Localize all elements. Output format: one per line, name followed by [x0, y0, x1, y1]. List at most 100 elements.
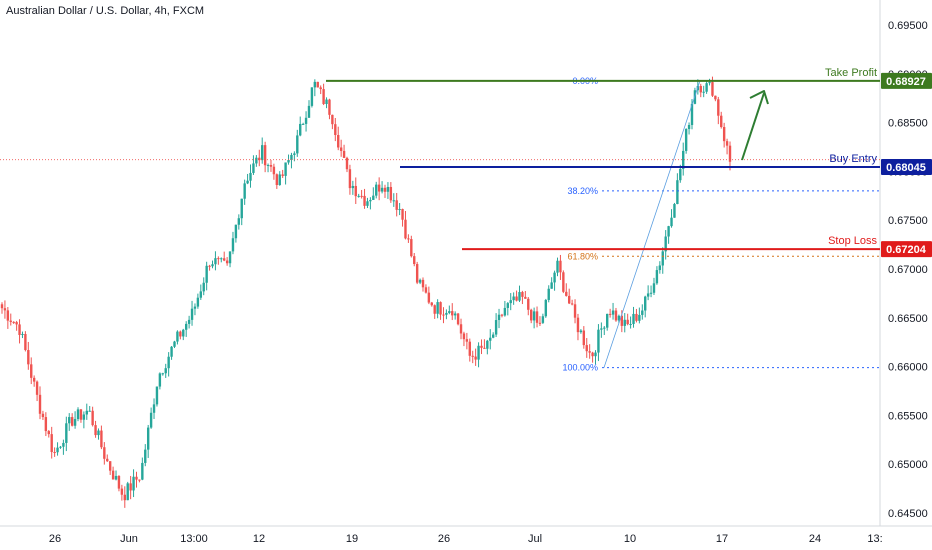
candle-body [489, 337, 492, 341]
y-tick-label: 0.67500 [888, 215, 928, 227]
candle-body [65, 423, 68, 443]
price-axis[interactable]: 0.695000.690000.685000.680000.675000.670… [888, 20, 928, 520]
candle-body [348, 169, 352, 189]
candle-body [392, 200, 395, 202]
y-tick-label: 0.66500 [888, 313, 928, 325]
candle-body [18, 324, 21, 335]
candle-body [401, 209, 404, 220]
candle-body [582, 330, 586, 346]
candle-body [594, 352, 597, 357]
candle-body [670, 217, 673, 227]
candle-body [690, 103, 694, 126]
candle-body [21, 333, 24, 335]
candle-body [529, 309, 533, 321]
x-tick-label: 19 [346, 533, 358, 545]
candle-body [9, 320, 12, 322]
chart-title: Australian Dollar / U.S. Dollar, 4h, FXC… [6, 5, 204, 17]
candle-body [146, 427, 150, 450]
candle-body [509, 300, 512, 304]
candle-body [407, 238, 410, 240]
candle-body [161, 373, 165, 375]
candle-body [380, 187, 384, 192]
candle-body [266, 164, 270, 166]
fib-level-label: 38.20% [567, 186, 598, 196]
candle-body [383, 187, 387, 192]
candle-body [345, 157, 349, 170]
candle-body [293, 153, 296, 155]
candle-body [453, 313, 457, 316]
x-tick-label: 13: [867, 533, 882, 545]
candle-body [714, 95, 717, 100]
candle-body [187, 319, 191, 324]
candle-body [398, 209, 401, 211]
candle-body [269, 164, 273, 167]
candlestick-series [0, 76, 732, 508]
candle-body [237, 218, 241, 225]
candle-body [676, 180, 679, 205]
candle-body [606, 313, 609, 328]
candle-body [41, 413, 45, 418]
candle-body [483, 347, 486, 349]
candle-body [6, 310, 10, 321]
candle-body [550, 282, 553, 289]
time-axis[interactable]: 26 Jun 13:00 12 19 26 Jul 10 17 24 13: [49, 533, 883, 545]
candle-body [144, 449, 147, 463]
candle-body [372, 195, 375, 200]
candle-body [617, 315, 621, 321]
candle-body [462, 333, 466, 340]
candle-body [585, 345, 588, 352]
candle-body [79, 409, 83, 420]
candle-body [427, 292, 431, 303]
candle-body [30, 364, 33, 378]
up-arrow-icon [741, 92, 765, 161]
candle-body [421, 279, 425, 288]
candle-body [436, 302, 439, 314]
candle-body [334, 124, 337, 136]
candle-body [62, 442, 65, 447]
candle-body [377, 184, 381, 192]
candle-body [108, 461, 112, 471]
candle-body [524, 296, 527, 299]
candle-body [272, 166, 276, 175]
price-badge-text: 0.68927 [886, 76, 926, 88]
candle-body [243, 183, 246, 199]
candle-body [158, 373, 162, 387]
candle-body [445, 312, 448, 315]
candle-body [299, 123, 302, 136]
candle-body [38, 394, 42, 414]
candle-body [322, 89, 325, 105]
candle-body [503, 307, 507, 316]
candle-body [53, 452, 56, 454]
candle-body [494, 320, 498, 335]
candle-body [728, 145, 732, 162]
candle-body [626, 319, 629, 325]
candle-body [275, 174, 279, 186]
candle-body [652, 283, 656, 293]
y-tick-label: 0.64500 [888, 508, 928, 520]
candle-body [278, 174, 281, 186]
candle-body [217, 258, 220, 260]
y-tick-label: 0.69500 [888, 20, 928, 32]
candle-body [474, 356, 477, 360]
candle-body [225, 260, 229, 264]
candle-body [439, 302, 442, 315]
candle-body [182, 329, 185, 337]
candle-body [231, 238, 235, 252]
candle-body [296, 135, 299, 154]
candle-body [290, 154, 293, 161]
up-arrow-head-icon [749, 90, 769, 105]
candle-body [246, 180, 249, 184]
candle-body [477, 345, 480, 360]
candle-body [94, 425, 97, 436]
candle-body [532, 311, 536, 321]
candle-body [111, 470, 115, 480]
candle-body [44, 417, 48, 432]
candle-body [132, 476, 135, 491]
candle-body [202, 282, 205, 292]
candle-body [167, 356, 170, 369]
trade-level-label: Stop Loss [828, 235, 877, 247]
candle-body [240, 198, 243, 219]
candle-body [59, 446, 62, 448]
y-tick-label: 0.68500 [888, 118, 928, 130]
